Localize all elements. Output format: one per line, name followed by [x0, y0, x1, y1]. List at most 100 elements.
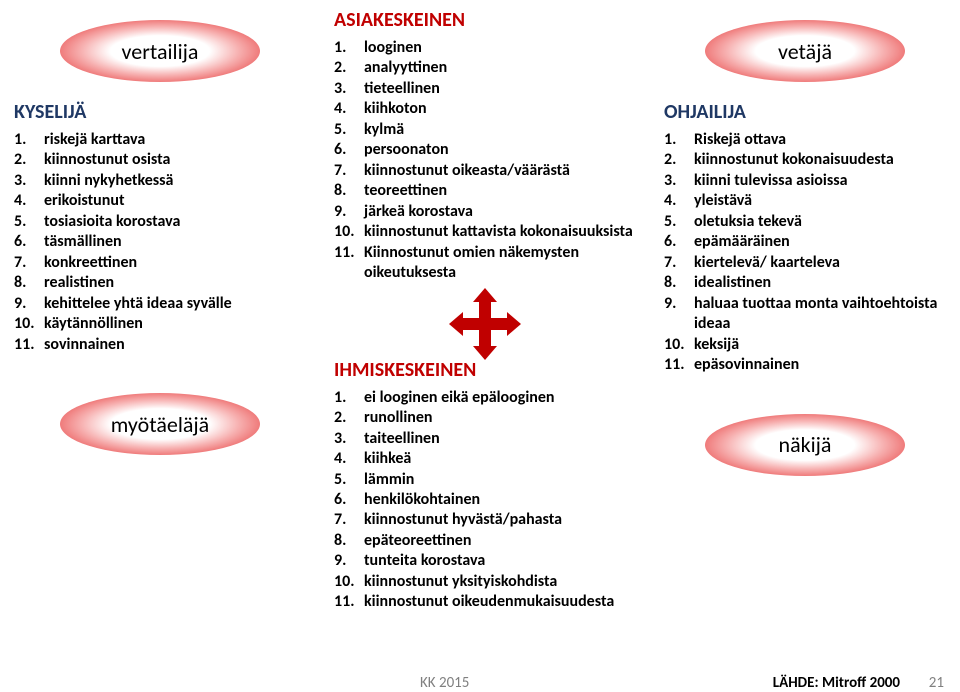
list-item-text: järkeä korostava: [364, 202, 640, 222]
list-item-number: 5.: [334, 470, 364, 490]
list-item-number: 6.: [664, 232, 694, 252]
list-item: 3.kiinni nykyhetkessä: [14, 171, 310, 191]
list-item: 1.riskejä karttava: [14, 130, 310, 150]
list-item-number: 3.: [334, 79, 364, 99]
list-item-text: epämääräinen: [694, 232, 950, 252]
list-item: 4.kiihkeä: [334, 449, 640, 469]
list-item-number: 5.: [334, 120, 364, 140]
list-item: 5.oletuksia tekevä: [664, 212, 950, 232]
list-item-text: kiinnostunut oikeasta/väärästä: [364, 161, 640, 181]
list-item-number: 3.: [664, 171, 694, 191]
list-ihmiskeskeinen: 1.ei looginen eikä epälooginen2.runollin…: [330, 388, 640, 613]
list-item: 10.käytännöllinen: [14, 314, 310, 334]
list-item-text: kiinni tulevissa asioissa: [694, 171, 950, 191]
list-item-number: 4.: [664, 191, 694, 211]
list-item-text: ei looginen eikä epälooginen: [364, 388, 640, 408]
list-item: 4.erikoistunut: [14, 191, 310, 211]
list-item-number: 6.: [14, 232, 44, 252]
list-item-number: 1.: [664, 130, 694, 150]
list-item-text: kylmä: [364, 120, 640, 140]
list-item-number: 7.: [334, 161, 364, 181]
list-item: 9.järkeä korostava: [334, 202, 640, 222]
list-item-number: 11.: [334, 592, 364, 612]
list-item: 11.kiinnostunut oikeudenmukai­suudesta: [334, 592, 640, 612]
list-item-text: realistinen: [44, 273, 310, 293]
list-item-text: täsmällinen: [44, 232, 310, 252]
ellipse-vetaja: vetäjä: [705, 20, 905, 82]
list-item-text: keksijä: [694, 335, 950, 355]
list-item-number: 2.: [334, 408, 364, 428]
list-item-number: 9.: [14, 294, 44, 314]
list-item-text: lämmin: [364, 470, 640, 490]
list-item: 2.kiinnostunut osista: [14, 150, 310, 170]
list-item: 2.runollinen: [334, 408, 640, 428]
list-item: 1.ei looginen eikä epälooginen: [334, 388, 640, 408]
list-item-text: kehittelee yhtä ideaa syvälle: [44, 294, 310, 314]
list-item-text: epäteoreettinen: [364, 531, 640, 551]
list-item-number: 1.: [334, 38, 364, 58]
footer-page: 21: [929, 674, 944, 692]
list-item-number: 5.: [664, 212, 694, 232]
list-item-text: tunteita korostava: [364, 551, 640, 571]
footer-credit: KK 2015: [420, 674, 469, 692]
list-item: 9.haluaa tuottaa monta vaihto­ehtoista i…: [664, 294, 950, 335]
list-item-text: kiihkeä: [364, 449, 640, 469]
list-item-number: 2.: [14, 150, 44, 170]
list-item-text: konkreettinen: [44, 253, 310, 273]
list-item-text: kiinnostunut kokonaisuudesta: [694, 150, 950, 170]
list-item-number: 4.: [334, 449, 364, 469]
column-middle: ASIAKESKEINEN 1.looginen2.analyyttinen3.…: [330, 8, 640, 613]
list-item-text: oletuksia tekevä: [694, 212, 950, 232]
list-item-number: 10.: [664, 335, 694, 355]
list-item-number: 10.: [334, 572, 364, 592]
list-item: 7.kiinnostunut oikeasta/väärästä: [334, 161, 640, 181]
list-item: 7.kiinnostunut hyvästä/pahasta: [334, 510, 640, 530]
list-item: 3.tieteellinen: [334, 79, 640, 99]
ellipse-myotaelaja: myötäeläjä: [60, 393, 260, 455]
list-item-number: 4.: [14, 191, 44, 211]
list-item-text: analyyttinen: [364, 58, 640, 78]
list-item: 7.konkreettinen: [14, 253, 310, 273]
list-item-number: 5.: [14, 212, 44, 232]
list-item-text: henkilökohtainen: [364, 490, 640, 510]
list-item: 10.kiinnostunut kattavista koko­naisuuks…: [334, 222, 640, 242]
column-left: vertailija KYSELIJÄ 1.riskejä karttava2.…: [10, 20, 310, 473]
list-item: 3.taiteellinen: [334, 429, 640, 449]
list-item-number: 3.: [14, 171, 44, 191]
list-item-number: 8.: [664, 273, 694, 293]
list-item-text: haluaa tuottaa monta vaihto­ehtoista ide…: [694, 294, 950, 335]
heading-ihmiskeskeinen: IHMISKESKEINEN: [334, 358, 640, 382]
list-item: 11.Kiinnostunut omien näke­mysten oikeut…: [334, 243, 640, 284]
list-item-number: 8.: [334, 531, 364, 551]
list-item-number: 10.: [334, 222, 364, 242]
list-item-number: 10.: [14, 314, 44, 334]
list-item-text: taiteellinen: [364, 429, 640, 449]
list-item: 8.idealistinen: [664, 273, 950, 293]
list-item-number: 1.: [14, 130, 44, 150]
ellipse-vertailija: vertailija: [60, 20, 260, 82]
list-item: 5.lämmin: [334, 470, 640, 490]
list-item: 4.kiihkoton: [334, 99, 640, 119]
list-item-number: 9.: [664, 294, 694, 335]
list-item-text: looginen: [364, 38, 640, 58]
list-item-number: 11.: [334, 243, 364, 284]
list-item-number: 1.: [334, 388, 364, 408]
list-item-text: epäsovinnainen: [694, 355, 950, 375]
list-item-text: idealistinen: [694, 273, 950, 293]
heading-kyselija: KYSELIJÄ: [14, 100, 310, 124]
list-item-number: 4.: [334, 99, 364, 119]
list-item: 11.sovinnainen: [14, 335, 310, 355]
list-item-number: 8.: [14, 273, 44, 293]
list-item-number: 9.: [334, 551, 364, 571]
list-item-number: 11.: [14, 335, 44, 355]
list-item-text: Kiinnostunut omien näke­mysten oikeutuks…: [364, 243, 640, 284]
list-item-number: 7.: [334, 510, 364, 530]
ellipse-label: myötäeläjä: [111, 411, 209, 438]
list-ohjailija: 1.Riskejä ottava2.kiinnostunut kokonaisu…: [660, 130, 950, 376]
list-item: 5.tosiasioita korostava: [14, 212, 310, 232]
list-item-text: käytännöllinen: [44, 314, 310, 334]
list-item-text: kiihkoton: [364, 99, 640, 119]
list-item-text: persoonaton: [364, 140, 640, 160]
list-item-text: sovinnainen: [44, 335, 310, 355]
list-item-number: 7.: [14, 253, 44, 273]
